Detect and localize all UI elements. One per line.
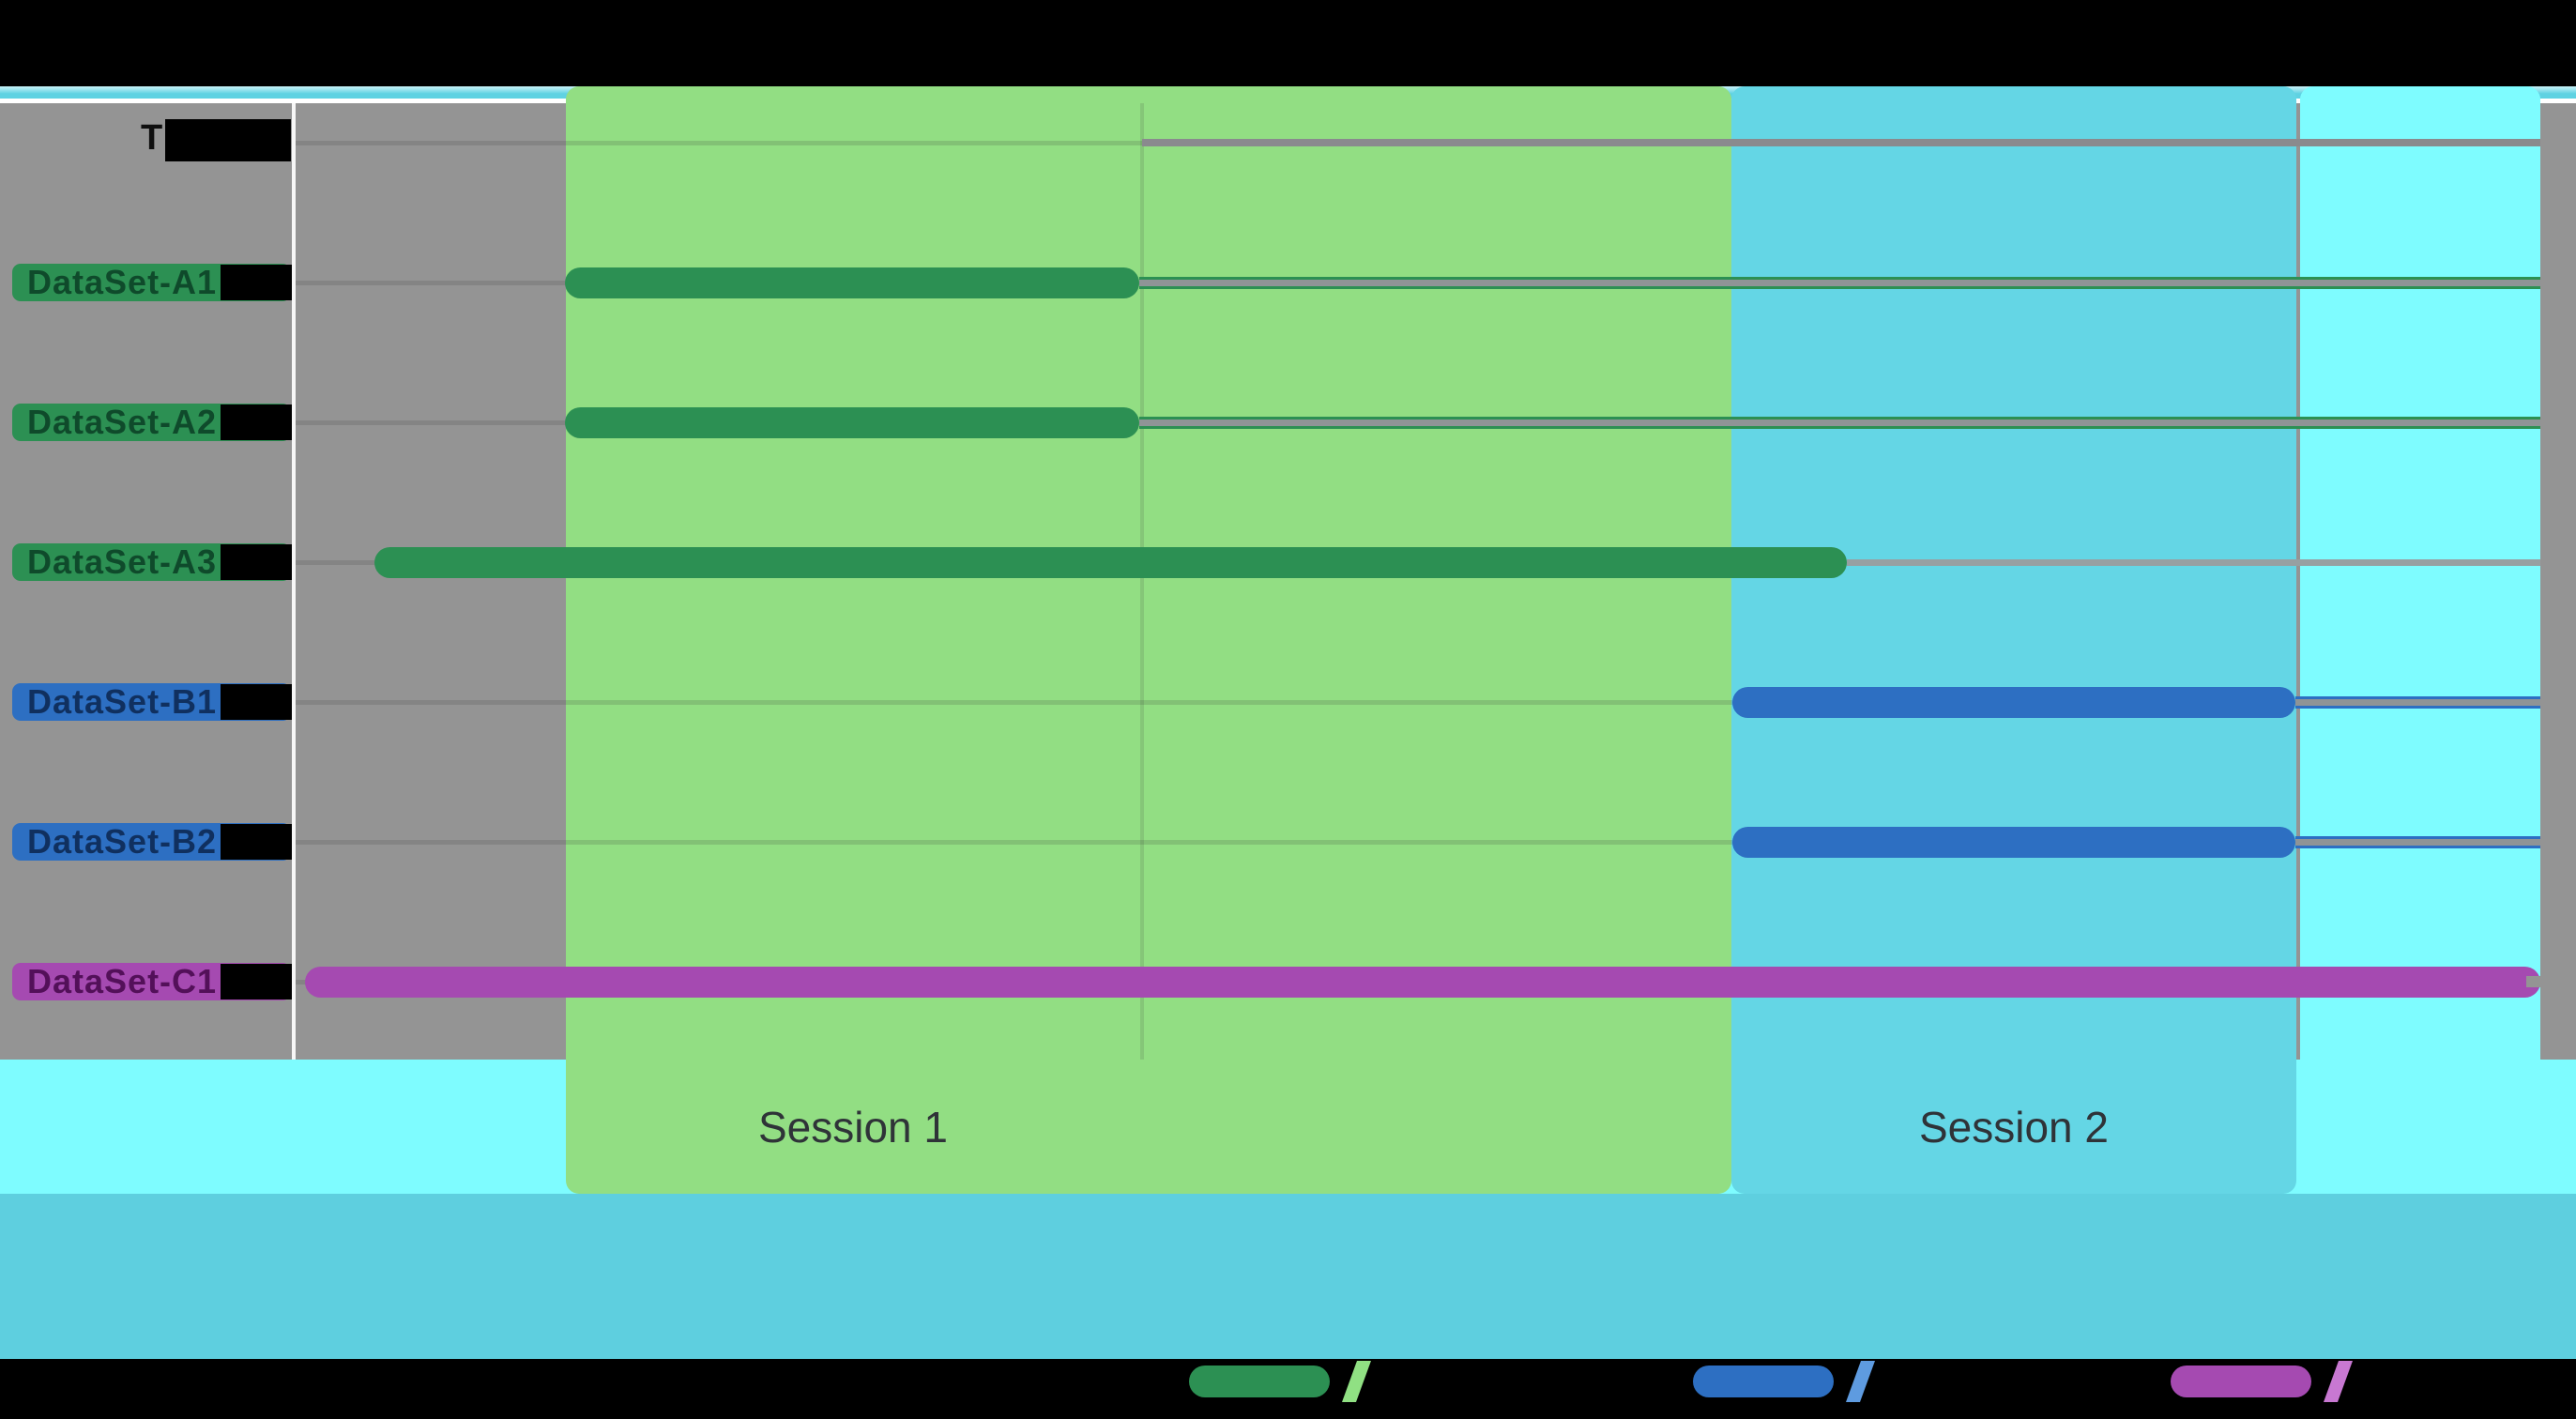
- session2-label: Session 2: [1918, 1103, 2109, 1152]
- session1-label: Session 1: [757, 1103, 948, 1152]
- vertical-gridline: [1140, 103, 1144, 1060]
- row-tail-core: [2295, 838, 2540, 846]
- bottom-teal-band: [0, 1194, 2576, 1359]
- label-redaction-box: [221, 265, 292, 300]
- right-band: [2300, 86, 2540, 1194]
- row-tail: [2295, 835, 2540, 848]
- label-redaction-box: [221, 964, 292, 999]
- gantt-bar-dataset-c1: [304, 966, 2540, 998]
- session2-band: [1731, 86, 2296, 1194]
- legend-slash-mark: [2323, 1361, 2354, 1402]
- label-redaction-box: [221, 404, 292, 440]
- row-label-pill: DataSet-A3: [12, 543, 291, 581]
- gantt-bar-dataset-b2: [1731, 826, 2296, 858]
- legend-slash-mark: [1341, 1361, 1372, 1402]
- row-tail: [1846, 558, 2540, 566]
- y-axis-line: [292, 103, 296, 1060]
- legend-swatch: [1189, 1366, 1330, 1397]
- row-tail: [2295, 695, 2540, 709]
- legend-swatch: [1693, 1366, 1834, 1397]
- row-tail: [1139, 416, 2540, 429]
- bar-end-arrow-notch: [2526, 976, 2540, 987]
- title-redaction-box: [165, 119, 291, 161]
- legend-slash-mark: [1845, 1361, 1876, 1402]
- gantt-bar-dataset-a1: [565, 267, 1140, 298]
- label-redaction-box: [221, 544, 292, 580]
- row-gridline: [296, 700, 2540, 705]
- row-tail-core: [2295, 698, 2540, 706]
- row-tail: [1139, 276, 2540, 289]
- row-tail-core: [1139, 279, 2540, 286]
- gantt-bar-dataset-b1: [1731, 686, 2296, 718]
- gantt-bar-dataset-a2: [565, 406, 1140, 438]
- header-row-tail: [1141, 139, 2540, 146]
- row-gridline: [296, 840, 2540, 845]
- label-redaction-box: [221, 684, 292, 720]
- gantt-bar-dataset-a3: [373, 546, 1847, 578]
- session1-band: [566, 86, 1731, 1194]
- row-tail-core: [1139, 419, 2540, 426]
- legend-swatch: [2171, 1366, 2311, 1397]
- chart-title: T: [141, 118, 163, 158]
- label-redaction-box: [221, 824, 292, 860]
